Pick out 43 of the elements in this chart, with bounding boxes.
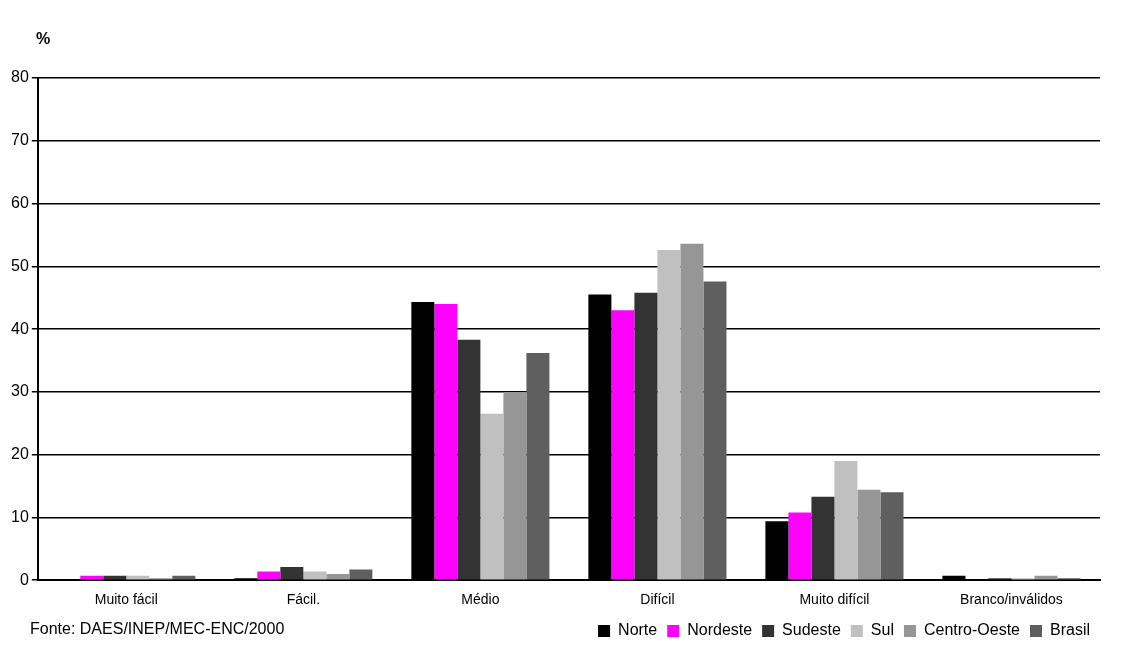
y-tick-label: 50 bbox=[11, 256, 29, 274]
source-note: Fonte: DAES/INEP/MEC-ENC/2000 bbox=[30, 620, 285, 638]
y-tick-label: 70 bbox=[11, 131, 29, 149]
y-tick-label: 30 bbox=[11, 382, 29, 400]
bar bbox=[834, 460, 858, 580]
legend-label: Centro-Oeste bbox=[923, 621, 1021, 639]
bar bbox=[703, 281, 727, 580]
y-tick-label: 20 bbox=[11, 445, 29, 463]
y-tick-label: 10 bbox=[11, 507, 29, 525]
y-axis-title: % bbox=[36, 30, 51, 48]
y-tick-label: 60 bbox=[11, 193, 29, 211]
bar bbox=[326, 573, 350, 580]
x-tick-label: Médio bbox=[461, 591, 500, 608]
bar bbox=[880, 492, 904, 580]
bar bbox=[257, 571, 281, 580]
legend-label: Sudeste bbox=[782, 621, 841, 639]
bar bbox=[280, 567, 304, 580]
y-tick-label: 40 bbox=[11, 319, 29, 337]
bar bbox=[657, 250, 681, 580]
bar bbox=[434, 303, 458, 580]
bar bbox=[480, 413, 504, 580]
bar bbox=[611, 310, 635, 580]
legend-label: Nordeste bbox=[687, 621, 753, 639]
x-tick-label: Muito fácil bbox=[94, 591, 158, 608]
bar bbox=[526, 352, 550, 580]
bar bbox=[503, 391, 527, 580]
x-tick-label: Fácil. bbox=[286, 591, 321, 608]
x-tick-label: Muito difícil bbox=[799, 591, 870, 608]
bar bbox=[634, 292, 658, 580]
legend-label: Sul bbox=[870, 621, 894, 639]
x-tick-label: Branco/inválidos bbox=[960, 591, 1063, 608]
bar bbox=[303, 571, 327, 580]
bar bbox=[680, 243, 704, 580]
bar bbox=[457, 339, 481, 580]
bar bbox=[788, 512, 812, 580]
legend-label: Norte bbox=[618, 621, 658, 639]
y-tick-label: 80 bbox=[11, 68, 29, 86]
bar bbox=[811, 496, 835, 580]
legend-label: Brasil bbox=[1049, 621, 1091, 639]
bar bbox=[857, 489, 881, 580]
x-tick-label: Difícil bbox=[640, 591, 675, 608]
y-tick-label: 0 bbox=[19, 570, 29, 588]
bar bbox=[349, 569, 373, 580]
